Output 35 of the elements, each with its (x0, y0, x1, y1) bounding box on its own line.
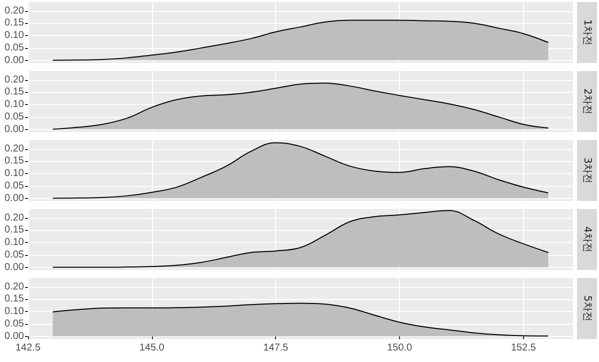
y-tick-label: 0.15 (4, 156, 24, 167)
x-tick-label: 150.0 (387, 342, 413, 354)
x-tick-label: 152.5 (510, 342, 536, 354)
y-tick-label: 0.05 (4, 249, 24, 260)
y-tick-label: 0.15 (4, 86, 24, 98)
y-tick-label: 0.00 (4, 124, 24, 135)
y-tick-label: 0.00 (4, 54, 24, 66)
x-tick-label: 147.5 (263, 342, 289, 354)
text: 3차전 (582, 157, 592, 184)
y-tick-label: 0.10 (4, 99, 24, 110)
y-tick-label: 0.15 (4, 224, 24, 236)
y-tick-label: 0.10 (4, 168, 24, 180)
x-tick-label: 142.5 (15, 342, 41, 354)
y-tick-label: 0.00 (4, 262, 24, 273)
x-tick-label: 145.0 (139, 342, 165, 354)
y-tick-label: 0.20 (4, 281, 24, 292)
y-tick-label: 0.20 (4, 143, 24, 154)
y-tick-label: 0.15 (4, 18, 24, 29)
y-tick-label: 0.20 (4, 212, 24, 224)
y-tick-label: 0.10 (4, 306, 24, 318)
y-tick-label: 0.10 (4, 237, 24, 248)
text: 2차전 (582, 88, 592, 115)
y-tick-label: 0.20 (4, 5, 24, 16)
y-tick-label: 0.05 (4, 111, 24, 122)
y-tick-label: 0.10 (4, 30, 24, 42)
y-tick-label: 0.20 (4, 74, 24, 86)
text: 5차전 (582, 295, 592, 322)
y-tick-label: 0.00 (4, 192, 24, 204)
text: 4차전 (582, 226, 592, 253)
y-tick-label: 0.05 (4, 180, 24, 192)
text: 1차전 (582, 19, 592, 46)
y-tick-label: 0.05 (4, 318, 24, 330)
y-tick-label: 0.05 (4, 42, 24, 54)
y-tick-label: 0.00 (4, 330, 24, 342)
y-tick-label: 0.15 (4, 294, 24, 305)
